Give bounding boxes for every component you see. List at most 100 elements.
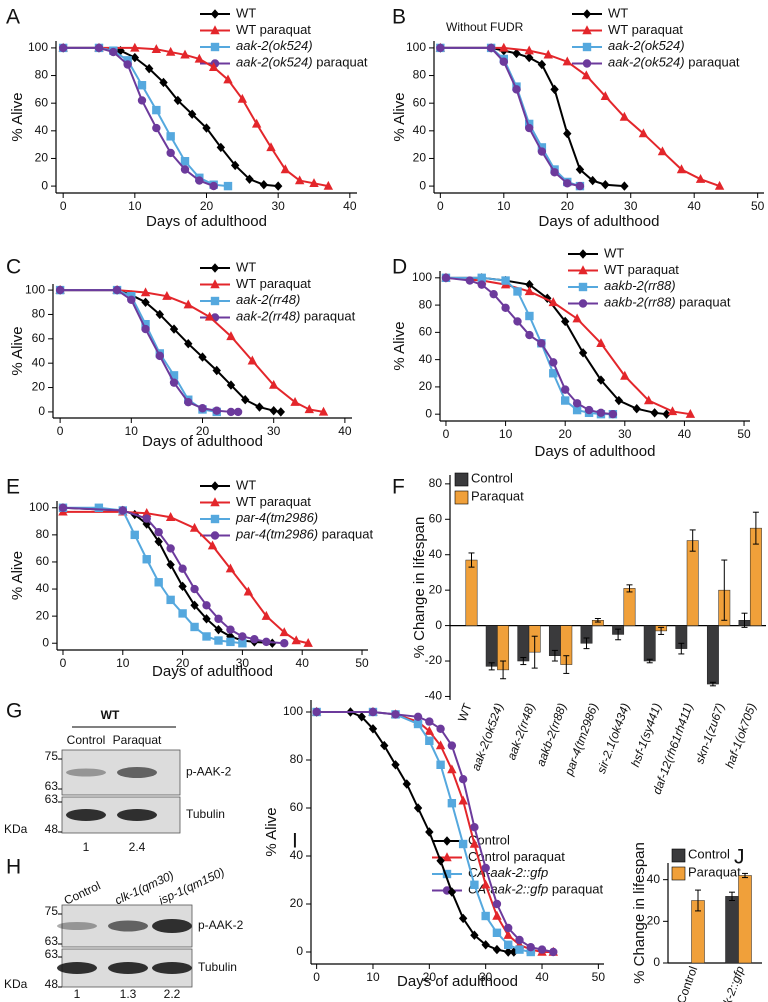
x-tick-label: 50 <box>355 656 369 670</box>
y-tick-label: 20 <box>290 896 304 910</box>
marker <box>662 409 671 419</box>
x-tick-label: 10 <box>128 199 142 213</box>
marker <box>477 273 486 283</box>
y-tick-label: 60 <box>35 95 49 109</box>
marker <box>524 123 534 133</box>
x-tick-label: 30 <box>624 199 638 213</box>
marker <box>279 627 289 637</box>
marker <box>413 719 423 729</box>
bar <box>485 625 498 667</box>
marker <box>130 530 139 540</box>
marker <box>183 299 193 309</box>
y-axis-label: % Alive <box>9 326 26 375</box>
x-tick-label: 20 <box>196 424 210 438</box>
marker <box>169 378 179 387</box>
marker <box>266 142 276 152</box>
quantification: 2.2 <box>164 987 181 1001</box>
mw-marker: 48 <box>45 822 59 836</box>
x-tick-label: 10 <box>366 970 380 984</box>
y-tick-label: 40 <box>32 355 46 369</box>
marker <box>515 935 524 945</box>
marker <box>413 803 423 813</box>
marker <box>243 586 254 596</box>
y-tick-label: 40 <box>419 352 433 366</box>
bar <box>623 588 636 626</box>
marker <box>525 279 534 290</box>
marker <box>187 109 197 119</box>
y-tick-label: 20 <box>419 379 433 393</box>
marker <box>596 338 606 347</box>
y-axis-label: % Alive <box>391 321 408 370</box>
legend-text: WT paraquat <box>608 22 683 37</box>
marker <box>202 123 211 133</box>
marker <box>166 148 175 158</box>
legend-marker <box>442 836 452 846</box>
marker <box>202 601 211 610</box>
error-bar <box>583 637 590 650</box>
blot-band <box>108 962 148 974</box>
marker <box>255 402 264 412</box>
marker <box>165 512 176 521</box>
legend-text: par-4(tm2986) paraquat <box>235 527 373 542</box>
marker <box>572 405 582 415</box>
marker <box>638 128 649 138</box>
marker <box>563 128 572 139</box>
marker <box>250 634 259 644</box>
legend-marker <box>210 263 220 273</box>
marker <box>525 311 534 321</box>
marker <box>216 142 226 153</box>
x-tick-label: 0 <box>443 427 450 441</box>
annotation: Without FUDR <box>446 20 524 34</box>
legend-marker <box>442 852 452 862</box>
marker <box>601 180 610 190</box>
marker <box>524 52 534 63</box>
y-tick-label: 60 <box>419 325 433 339</box>
legend-marker <box>582 25 592 35</box>
panel-letter: A <box>6 6 20 29</box>
marker <box>549 358 558 367</box>
marker <box>503 930 513 939</box>
legend-swatch <box>454 472 469 487</box>
y-tick-label: 0 <box>435 618 442 632</box>
y-axis-label: % Alive <box>9 551 26 600</box>
marker <box>290 396 300 406</box>
marker <box>650 408 659 418</box>
marker <box>190 584 199 594</box>
y-tick-label: 20 <box>32 380 46 394</box>
marker <box>204 311 215 321</box>
legend-marker <box>210 25 220 35</box>
x-tick-label: 40 <box>678 427 692 441</box>
quantification: 1.3 <box>120 987 137 1001</box>
marker <box>425 736 434 745</box>
legend-marker <box>582 42 592 52</box>
marker <box>596 408 606 418</box>
marker <box>596 375 606 385</box>
x-axis-label: Days of adulthood <box>152 663 273 680</box>
marker <box>504 923 513 933</box>
y-axis-label: % Change in lifespan <box>411 517 428 659</box>
marker <box>207 540 218 550</box>
marker <box>391 760 400 770</box>
legend-text: aak-2(ok524) <box>236 38 313 53</box>
marker <box>470 823 479 832</box>
marker <box>137 96 147 105</box>
marker <box>575 181 585 191</box>
bar <box>686 540 699 626</box>
marker <box>620 181 629 191</box>
y-tick-label: 0 <box>296 944 303 958</box>
marker <box>477 280 486 289</box>
x-tick-label: aakb-2(rr88) <box>534 701 570 768</box>
marker <box>357 712 366 722</box>
lane-label: Control <box>62 879 103 908</box>
legend-text: WT <box>604 245 624 260</box>
marker <box>144 63 154 74</box>
marker <box>526 947 535 957</box>
marker <box>238 632 247 641</box>
marker <box>436 724 445 733</box>
panel-letter: F <box>392 476 405 499</box>
marker <box>489 289 498 299</box>
marker <box>391 710 400 719</box>
marker <box>151 44 162 53</box>
marker <box>155 309 164 320</box>
marker <box>184 338 193 349</box>
